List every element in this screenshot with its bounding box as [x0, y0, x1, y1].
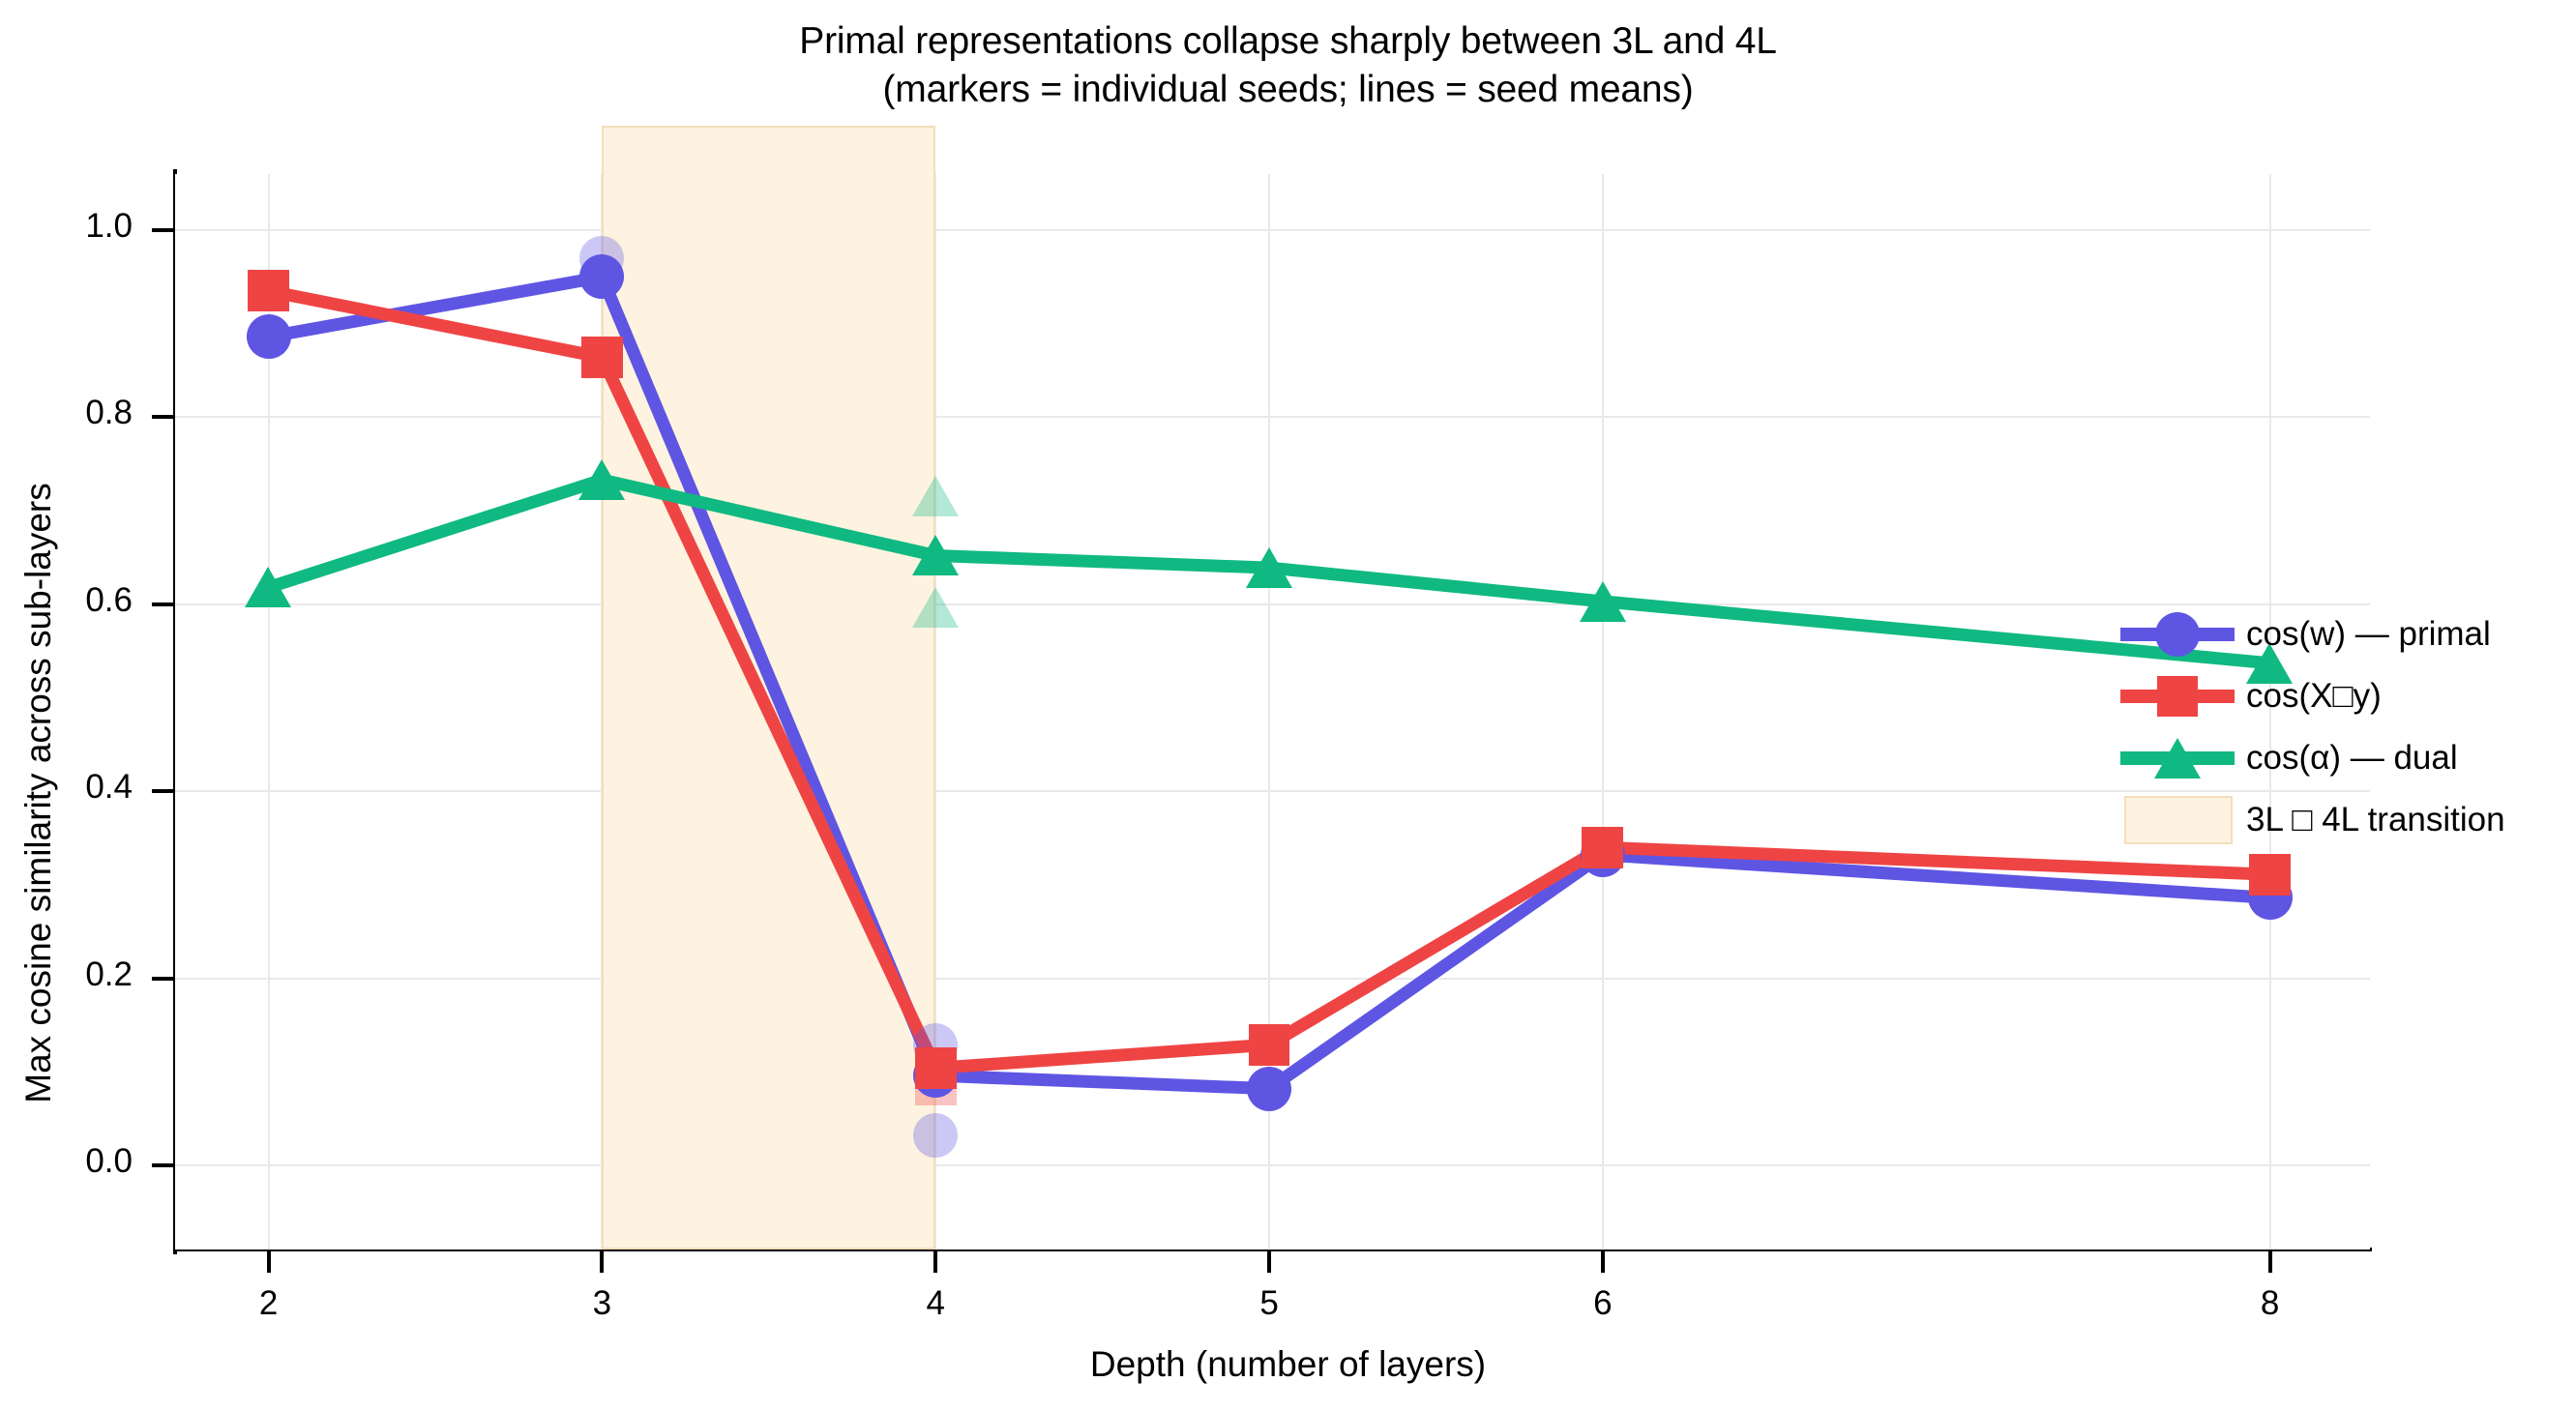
gridline-vertical	[1268, 174, 1271, 1249]
y-tick-label: 0.8	[85, 394, 133, 432]
legend-label-primal: cos(w) — primal	[2246, 615, 2491, 653]
y-tick-mark	[152, 976, 175, 981]
y-tick-label: 0.0	[85, 1141, 133, 1180]
data-point-marker	[246, 314, 291, 360]
data-point-marker	[2246, 642, 2294, 684]
x-axis-label: Depth (number of layers)	[1089, 1344, 1487, 1384]
gridline-vertical	[1601, 174, 1604, 1249]
gridline-horizontal	[175, 790, 2370, 793]
legend-label-dual: cos(α) — dual	[2246, 739, 2458, 777]
x-tick-mark	[266, 1251, 271, 1273]
chart-title-line-2: (markers = individual seeds; lines = see…	[882, 69, 1694, 110]
gridline-horizontal	[175, 977, 2370, 980]
series-line	[267, 284, 2270, 1074]
y-axis-label-wrapper: Max cosine similarity across sub-layers	[18, 174, 64, 1249]
y-tick-label: 0.2	[85, 955, 133, 993]
data-point-marker	[578, 459, 626, 501]
data-point-marker	[248, 270, 289, 312]
y-tick-mark	[152, 1162, 175, 1167]
y-tick-mark	[152, 602, 175, 606]
legend-marker-swatch	[2155, 612, 2200, 657]
data-point-marker	[912, 535, 960, 576]
chart-title-line-1: Primal representations collapse sharply …	[799, 20, 1777, 62]
x-tick-mark	[1267, 1251, 1272, 1273]
series-lines	[266, 270, 2271, 1096]
plot-area	[175, 126, 2370, 1249]
data-point-marker	[1582, 826, 1624, 868]
legend-item[interactable]: cos(X□y)	[2120, 665, 2505, 727]
x-tick-label: 3	[592, 1284, 612, 1322]
x-tick-mark	[2267, 1251, 2272, 1273]
gridline-horizontal	[175, 229, 2370, 232]
series-line	[267, 270, 2270, 1096]
gridline-horizontal	[175, 1163, 2370, 1166]
x-tick-label: 4	[926, 1284, 945, 1322]
legend-key-primal	[2120, 603, 2235, 665]
data-point-marker	[914, 1047, 957, 1089]
y-axis-label: Max cosine similarity across sub-layers	[18, 483, 58, 1103]
gridline-horizontal	[175, 603, 2370, 605]
legend-marker-swatch	[2153, 737, 2201, 779]
chart-title: Primal representations collapse sharply …	[0, 17, 2576, 114]
legend-key-transition	[2120, 789, 2235, 851]
data-point-marker	[912, 586, 960, 628]
y-tick-mark	[152, 228, 175, 233]
legend-marker-swatch	[2156, 675, 2199, 718]
data-point-marker	[2249, 853, 2291, 896]
y-tick-label: 0.6	[85, 580, 133, 619]
legend-key-dual	[2120, 727, 2235, 789]
data-point-marker	[1248, 1023, 1290, 1066]
data-point-marker	[1245, 546, 1292, 588]
data-point-marker	[912, 476, 960, 517]
legend-label-xty: cos(X□y)	[2246, 677, 2382, 715]
legend-label-transition: 3L □ 4L transition	[2246, 801, 2505, 838]
gridline-vertical	[267, 174, 270, 1249]
data-point-marker	[580, 337, 623, 378]
x-tick-label: 5	[1259, 1284, 1279, 1322]
gridline-vertical	[2268, 174, 2271, 1249]
series-line	[266, 473, 2271, 670]
y-tick-mark	[152, 415, 175, 420]
x-tick-mark	[600, 1251, 605, 1273]
legend-key-xty	[2120, 665, 2235, 727]
y-tick-mark	[152, 789, 175, 794]
y-tick-label: 0.4	[85, 768, 133, 807]
chart-legend: cos(w) — primal cos(X□y) cos(α) — dual 3…	[2120, 603, 2505, 851]
x-tick-label: 8	[2260, 1284, 2280, 1322]
x-axis-spine	[173, 1248, 2372, 1251]
gridline-horizontal	[175, 416, 2370, 419]
x-tick-mark	[933, 1251, 938, 1273]
x-tick-label: 6	[1593, 1284, 1613, 1322]
legend-item[interactable]: cos(α) — dual	[2120, 727, 2505, 789]
gridline-vertical	[934, 174, 937, 1249]
legend-patch-swatch	[2124, 796, 2233, 844]
data-point-marker	[1247, 1066, 1292, 1111]
data-point-marker	[913, 1113, 959, 1159]
legend-item[interactable]: cos(w) — primal	[2120, 603, 2505, 665]
x-tick-mark	[1600, 1251, 1605, 1273]
x-tick-label: 2	[258, 1284, 279, 1322]
y-tick-label: 1.0	[85, 207, 133, 246]
data-point-marker	[245, 567, 292, 608]
data-point-marker	[579, 254, 625, 300]
legend-item[interactable]: 3L □ 4L transition	[2120, 789, 2505, 851]
data-point-marker	[1579, 580, 1626, 622]
